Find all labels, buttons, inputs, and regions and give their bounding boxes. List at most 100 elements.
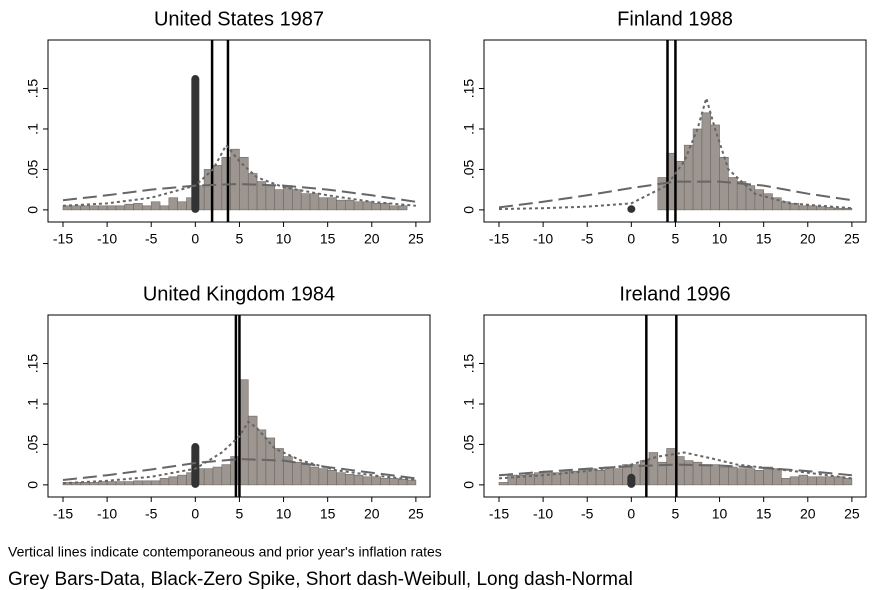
y-tick-label: .15	[25, 79, 41, 99]
x-tick-label: 25	[844, 231, 860, 247]
bar	[221, 464, 231, 486]
bar	[604, 466, 614, 486]
bar	[542, 470, 553, 486]
bar	[763, 466, 773, 486]
bar	[692, 128, 703, 211]
x-tick-label: 20	[800, 231, 816, 247]
bar	[345, 474, 355, 486]
bar	[292, 461, 302, 486]
bar	[124, 203, 134, 211]
y-tick-label: .05	[461, 159, 477, 179]
bar	[710, 124, 720, 211]
bar	[159, 478, 170, 486]
bar	[89, 205, 99, 211]
x-tick-label: 25	[408, 231, 424, 247]
bar	[798, 474, 809, 486]
bar	[710, 464, 720, 486]
x-tick-label: 0	[191, 506, 199, 522]
bar	[389, 478, 399, 486]
bar	[807, 205, 817, 211]
bar	[807, 476, 817, 486]
bar	[106, 205, 117, 211]
bar	[247, 173, 258, 211]
bar	[177, 474, 187, 486]
y-tick-label: .05	[25, 434, 41, 454]
x-tick-label: 20	[800, 506, 816, 522]
bar	[274, 448, 284, 486]
bar	[89, 482, 99, 486]
x-tick-label: 10	[276, 506, 292, 522]
bar	[397, 205, 408, 211]
bar	[781, 478, 791, 486]
x-tick-label: 15	[320, 506, 336, 522]
bar	[825, 207, 835, 211]
x-tick-label: -5	[581, 231, 594, 247]
bar	[719, 466, 729, 486]
bar	[719, 156, 729, 211]
bar	[754, 189, 764, 211]
x-tick-label: 10	[712, 506, 728, 522]
zero-spike	[191, 443, 200, 488]
note: Grey Bars-Data, Black-Zero Spike, Short …	[8, 569, 633, 590]
panel: Finland 1988 0 .05 .1 .15 -15 -10 -5 0 5 10 15 20 25	[461, 8, 867, 247]
bar	[142, 205, 152, 211]
x-tick-label: 5	[672, 506, 680, 522]
bar	[336, 472, 346, 486]
x-tick-label: 0	[627, 231, 635, 247]
x-tick-label: 20	[364, 231, 380, 247]
y-tick-label: .05	[461, 434, 477, 454]
y-tick-label: 0	[461, 206, 477, 214]
bar	[728, 466, 738, 486]
bar	[736, 468, 747, 486]
x-tick-label: 15	[756, 231, 772, 247]
bar	[203, 468, 214, 486]
bar	[763, 193, 773, 211]
bar	[362, 476, 373, 486]
bar	[124, 481, 134, 486]
bar	[371, 476, 381, 486]
x-tick-label: 15	[756, 506, 772, 522]
bar	[798, 205, 809, 211]
bar	[274, 189, 284, 211]
bar	[406, 479, 417, 486]
zero-spike	[627, 205, 636, 213]
chart-title: United Kingdom 1984	[143, 283, 335, 305]
bar	[133, 203, 143, 211]
bar	[327, 470, 337, 486]
y-tick-label: .1	[25, 398, 41, 410]
bar	[345, 199, 355, 211]
x-tick-label: 5	[236, 506, 244, 522]
bar	[212, 165, 223, 211]
bar	[318, 468, 328, 486]
x-tick-label: -10	[533, 506, 553, 522]
x-tick-label: 20	[364, 506, 380, 522]
bar	[745, 468, 756, 486]
bar	[362, 201, 373, 211]
bar	[613, 468, 623, 486]
x-tick-label: -10	[533, 231, 553, 247]
bar	[106, 481, 117, 486]
bar	[353, 474, 364, 486]
bar	[150, 201, 161, 211]
bar	[639, 460, 650, 486]
bar	[833, 207, 844, 211]
bar	[353, 201, 364, 211]
bar	[168, 197, 178, 211]
x-tick-label: -15	[53, 506, 73, 522]
zero-spike	[191, 75, 200, 213]
bar	[736, 181, 747, 211]
bar	[683, 144, 694, 211]
x-tick-label: -10	[97, 231, 117, 247]
bar	[842, 207, 853, 211]
panel: United States 1987 0 .05 .1 .15 -15 -10 -5 0 5 10 1…	[25, 8, 431, 247]
bar	[265, 437, 276, 486]
chart-title: United States 1987	[154, 8, 324, 30]
bar	[595, 470, 606, 486]
x-tick-label: 0	[191, 231, 199, 247]
x-tick-label: 15	[320, 231, 336, 247]
bar	[265, 185, 276, 211]
bar	[133, 480, 143, 486]
y-tick-label: 0	[461, 481, 477, 489]
